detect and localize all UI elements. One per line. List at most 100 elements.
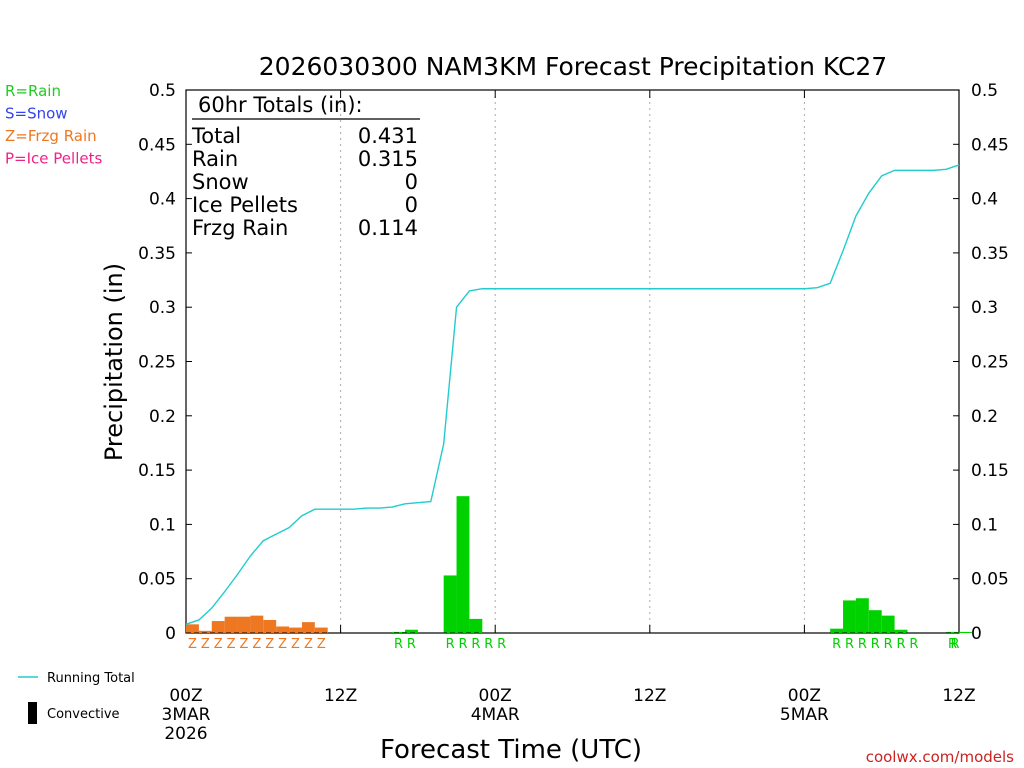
x-tick-year: 2026 (164, 724, 207, 744)
ptype-letter: R (446, 637, 455, 652)
precip-bar (469, 618, 483, 633)
precip-bar (843, 600, 856, 633)
y-tick-label: 0.2 (149, 407, 176, 427)
y-axis-right: 0 0.05 0.1 0.15 0.2 0.25 0.3 0.35 0.4 0.45 0.5 (953, 81, 1009, 644)
precip-bar (894, 629, 908, 633)
y-tick-label: 0 (165, 624, 176, 644)
ptype-legend-item: P=Ice Pellets (5, 150, 102, 168)
totals-row-label: Frzg Rain (192, 216, 288, 240)
ptype-letter: R (471, 637, 480, 652)
y-axis-left: 0 0.05 0.1 0.15 0.2 0.25 0.3 0.35 0.4 0.45 0.5 (138, 81, 192, 644)
ptype-letter: R (484, 637, 493, 652)
totals-row-value: 0.431 (358, 124, 418, 148)
x-tick-label: 12Z (324, 686, 357, 706)
ptype-letter: Z (278, 637, 287, 652)
ptype-letter: R (458, 637, 467, 652)
y-tick-label: 0.15 (138, 461, 176, 481)
y-tick-label: 0.3 (149, 298, 176, 318)
y-tick-label: 0.25 (138, 353, 176, 373)
y-tick-label: 0.4 (149, 190, 176, 210)
ptype-letter: Z (252, 637, 261, 652)
credit-text: coolwx.com/models (866, 748, 1014, 766)
precip-bar (250, 615, 264, 633)
ptype-letter: Z (214, 637, 223, 652)
precip-bar (855, 598, 869, 633)
totals-row-label: Snow (192, 170, 249, 194)
x-tick-date: 4MAR (471, 705, 520, 725)
x-tick-label: 00Z (479, 686, 512, 706)
ptype-letter: R (884, 637, 893, 652)
y-tick-label-right: 0.05 (971, 570, 1009, 590)
legend-label: Convective (47, 707, 120, 722)
precip-bar (211, 621, 225, 633)
ptype-letter: R (858, 637, 867, 652)
running-total-line (185, 164, 960, 625)
ptype-letter: R (950, 637, 959, 652)
y-tick-label-right: 0.25 (971, 353, 1009, 373)
y-tick-label: 0.1 (149, 515, 176, 535)
y-tick-label-right: 0.1 (971, 515, 998, 535)
precip-bar (456, 496, 470, 633)
y-tick-label-right: 0.35 (971, 244, 1009, 264)
precip-bar (198, 630, 212, 633)
plot-frame (185, 89, 960, 634)
legend-label: Running Total (47, 671, 135, 686)
totals-box: 60hr Totals (in): Total 0.431 Rain 0.315 Sno… (191, 93, 420, 240)
ptype-legend: R=Rain S=Snow Z=Frzg Rain P=Ice Pellets (5, 82, 102, 168)
y-tick-label-right: 0.15 (971, 461, 1009, 481)
precip-bar (881, 615, 895, 633)
x-tick-label: 12Z (633, 686, 666, 706)
totals-row-value: 0 (405, 170, 418, 194)
x-tick-date: 3MAR (162, 705, 211, 725)
ptype-legend-item: Z=Frzg Rain (5, 127, 97, 145)
ptype-letter: R (909, 637, 918, 652)
ptype-letter: R (948, 637, 957, 652)
precip-bar (289, 627, 302, 633)
ptype-letter: R (394, 637, 403, 652)
totals-row-label: Ice Pellets (192, 193, 298, 217)
y-axis-label: Precipitation (in) (100, 263, 128, 461)
precip-bars (186, 496, 972, 633)
x-tick-label: 00Z (169, 686, 202, 706)
y-tick-label: 0.35 (138, 244, 176, 264)
totals-header: 60hr Totals (in): (198, 93, 363, 117)
x-axis-label: Forecast Time (UTC) (380, 735, 642, 765)
precip-bar (959, 631, 972, 633)
y-tick-label-right: 0.4 (971, 190, 998, 210)
totals-row-value: 0.315 (358, 147, 418, 171)
y-tick-label-right: 0.3 (971, 298, 998, 318)
ptype-letter: Z (265, 637, 274, 652)
ptype-legend-item: R=Rain (5, 82, 61, 100)
ptype-letter: Z (317, 637, 326, 652)
ptype-letter: R (845, 637, 854, 652)
precip-bar (443, 575, 457, 633)
totals-row-value: 0.114 (358, 216, 418, 240)
y-tick-label-right: 0.2 (971, 407, 998, 427)
totals-row-value: 0 (405, 193, 418, 217)
vertical-gridlines (340, 90, 805, 633)
precip-bar (301, 622, 315, 633)
x-tick-date: 5MAR (780, 705, 829, 725)
totals-row-label: Rain (192, 147, 238, 171)
chart-title: 2026030300 NAM3KM Forecast Precipitation… (259, 52, 887, 81)
precip-bar (314, 627, 328, 633)
legend-box-swatch (28, 702, 37, 724)
precip-bar (946, 631, 959, 633)
y-tick-label-right: 0.45 (971, 135, 1009, 155)
bottom-legend: Running Total Convective (18, 671, 135, 724)
y-tick-label: 0.5 (149, 81, 176, 101)
precip-bar (263, 619, 277, 633)
precip-bar (392, 631, 406, 633)
precip-bar (868, 610, 882, 633)
y-tick-label-right: 0.5 (971, 81, 998, 101)
ptype-letter: R (407, 637, 416, 652)
ptype-legend-item: S=Snow (5, 105, 68, 123)
totals-row-label: Total (191, 124, 241, 148)
y-tick-label-right: 0 (971, 624, 982, 644)
ptype-letter: R (897, 637, 906, 652)
precip-bar (830, 628, 844, 633)
ptype-letter: R (871, 637, 880, 652)
ptype-letter: Z (227, 637, 236, 652)
